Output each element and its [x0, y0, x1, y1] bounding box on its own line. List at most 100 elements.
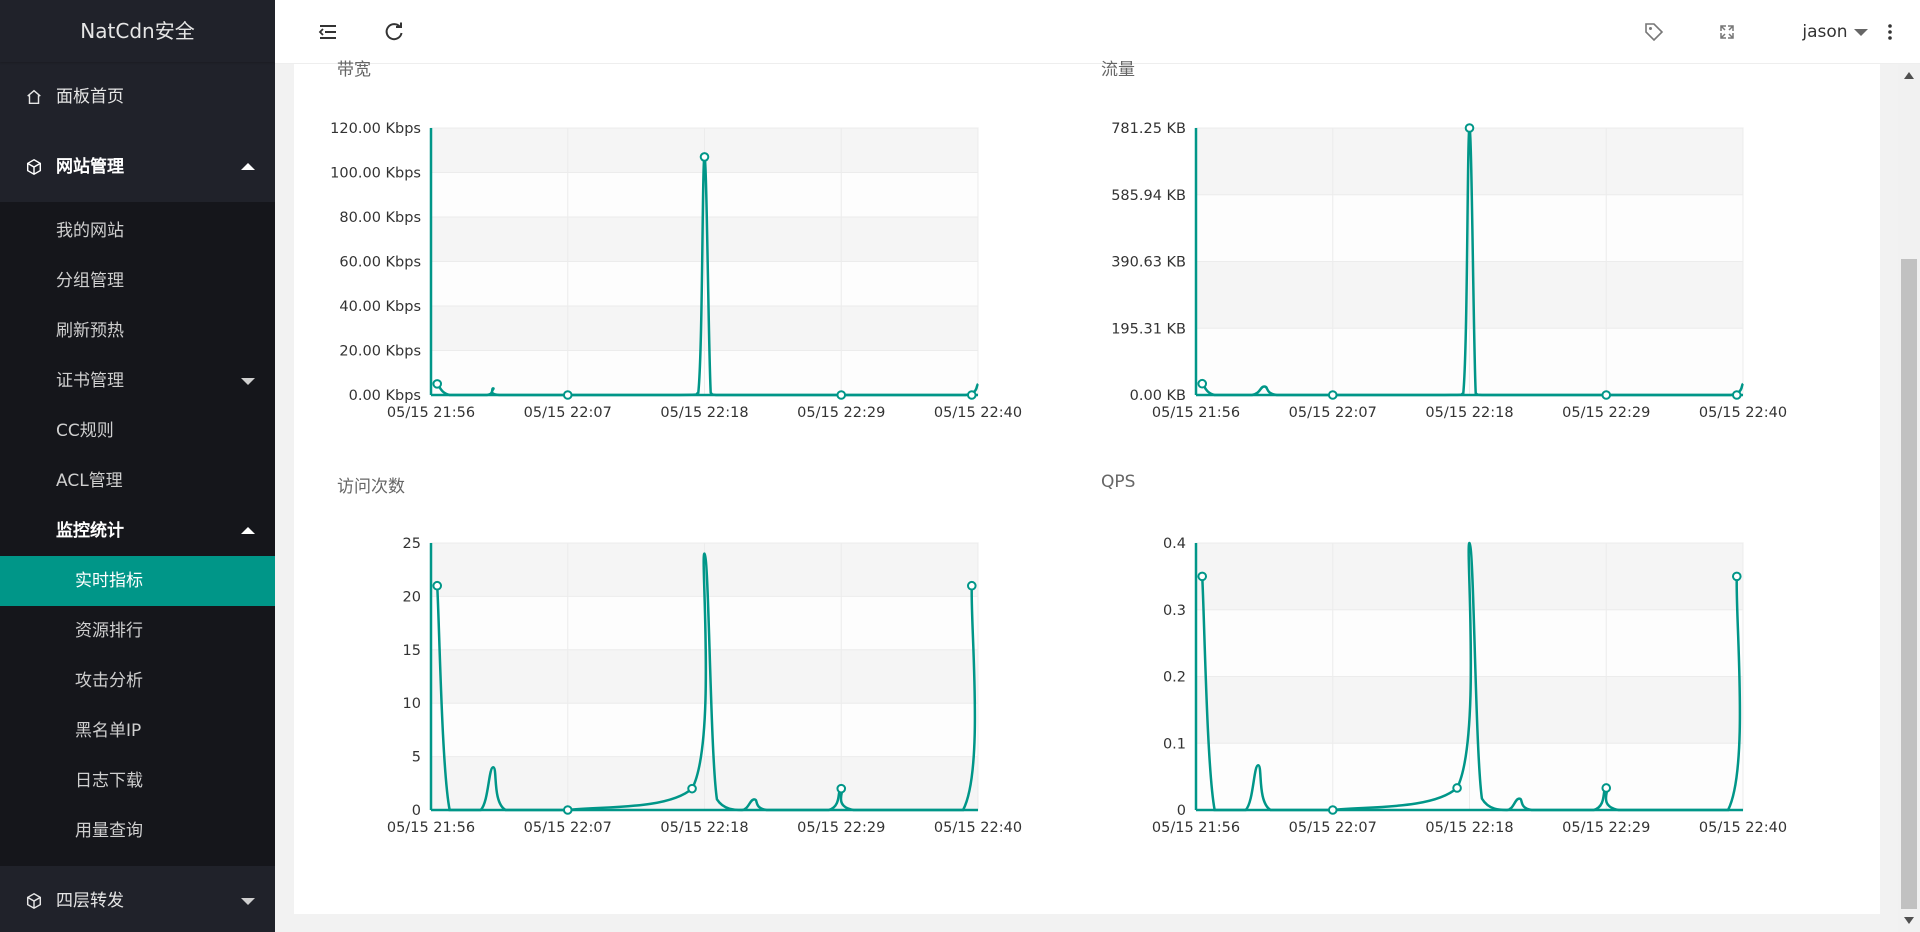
page-scrollbar[interactable]	[1898, 64, 1920, 932]
sidebar-item-acl[interactable]: ACL管理	[56, 471, 123, 491]
visits-data-point	[562, 805, 573, 815]
visits-data-point	[687, 783, 697, 794]
sidebar-item-blacklist[interactable]: 黑名单IP	[75, 721, 142, 741]
sidebar-item-groups[interactable]: 分组管理	[56, 271, 124, 291]
menu-toggle-button[interactable]	[312, 0, 344, 64]
qps-data-point	[1327, 805, 1338, 815]
visits-data-point	[432, 580, 443, 591]
qps-chart-title: QPS	[1101, 472, 1136, 492]
chevron-down-icon	[241, 898, 255, 905]
sidebar-item-refresh[interactable]: 刷新预热	[56, 321, 124, 341]
cube-icon	[24, 866, 44, 932]
visits-x-tick-label: 05/15 22:40	[934, 820, 1022, 836]
bandwidth-y-tick-label: 80.00 Kbps	[339, 210, 421, 226]
bandwidth-data-point	[966, 390, 977, 400]
bandwidth-x-tick-label: 05/15 21:56	[387, 405, 475, 421]
visits-y-tick-label: 15	[403, 643, 421, 659]
visits-y-tick-label: 0	[412, 803, 421, 819]
qps-data-point	[1452, 783, 1462, 793]
visits-x-tick-label: 05/15 22:07	[524, 820, 612, 836]
bandwidth-data-point	[562, 390, 573, 400]
sidebar-item-ranking[interactable]: 资源排行	[75, 621, 143, 641]
more-vertical-icon	[1888, 24, 1892, 40]
scroll-down-icon[interactable]	[1904, 917, 1914, 924]
bandwidth-y-tick-label: 20.00 Kbps	[339, 344, 421, 360]
bandwidth-y-tick-label: 120.00 Kbps	[330, 121, 421, 137]
qps-y-tick-label: 0.1	[1163, 736, 1186, 752]
qps-x-tick-label: 05/15 21:56	[1152, 820, 1240, 836]
sidebar-item-label: 四层转发	[56, 891, 124, 911]
sidebar-item-my-sites[interactable]: 我的网站	[56, 221, 124, 241]
bandwidth-x-tick-label: 05/15 22:07	[524, 405, 612, 421]
app-logo[interactable]: NatCdn安全	[0, 0, 275, 62]
qps-data-point	[1731, 571, 1742, 582]
sidebar-item-label: 证书管理	[56, 371, 124, 391]
tag-icon	[1645, 23, 1664, 42]
qps-x-tick-label: 05/15 22:18	[1425, 820, 1513, 836]
sidebar-item-label: 监控统计	[56, 521, 124, 541]
sidebar-item-label: 面板首页	[56, 87, 124, 107]
qps-y-tick-label: 0.2	[1163, 670, 1186, 686]
qps-y-tick-label: 0	[1177, 803, 1186, 819]
traffic-data-point	[1464, 123, 1475, 133]
menu-fold-icon	[318, 25, 336, 39]
visits-y-tick-label: 5	[412, 750, 421, 766]
qps-data-point	[1197, 571, 1208, 582]
caret-down-icon	[1853, 28, 1868, 36]
visits-data-point	[966, 580, 977, 591]
qps-series-line	[1200, 541, 1742, 812]
chevron-down-icon	[241, 378, 255, 385]
website-submenu: 我的网站 分组管理 刷新预热 证书管理 CC规则 ACL管理 监控统计 实时指标…	[0, 202, 275, 866]
sidebar-item-cc-rules[interactable]: CC规则	[56, 421, 114, 441]
sidebar-item-monitor[interactable]: 监控统计	[0, 506, 275, 556]
qps-x-tick-label: 05/15 22:29	[1562, 820, 1650, 836]
sidebar-item-certs[interactable]: 证书管理	[0, 356, 275, 406]
bandwidth-y-tick-label: 0.00 Kbps	[349, 388, 421, 404]
bandwidth-data-point	[836, 390, 847, 400]
traffic-y-tick-label: 390.63 KB	[1111, 255, 1186, 271]
sidebar-item-logs[interactable]: 日志下载	[75, 771, 143, 791]
bandwidth-y-tick-label: 60.00 Kbps	[339, 255, 421, 271]
refresh-button[interactable]	[378, 0, 410, 64]
traffic-y-tick-label: 781.25 KB	[1111, 121, 1186, 137]
fullscreen-icon	[1720, 25, 1734, 39]
sidebar: NatCdn安全 面板首页 网站管理 我的网站 分组管理 刷新预热 证书管理 C…	[0, 0, 275, 932]
bandwidth-y-tick-label: 40.00 Kbps	[339, 299, 421, 315]
traffic-data-point	[1197, 378, 1208, 389]
more-button[interactable]	[1875, 0, 1905, 64]
traffic-y-tick-label: 0.00 KB	[1130, 388, 1186, 404]
sidebar-item-usage[interactable]: 用量查询	[75, 821, 143, 841]
traffic-chart-title: 流量	[1101, 60, 1135, 80]
username: jason	[1802, 22, 1848, 42]
chevron-up-icon	[241, 527, 255, 534]
sidebar-item-website[interactable]: 网站管理	[0, 132, 275, 202]
visits-x-tick-label: 05/15 22:29	[797, 820, 885, 836]
visits-y-tick-label: 20	[403, 589, 421, 605]
sidebar-item-l4-forward[interactable]: 四层转发	[0, 866, 275, 932]
visits-series-line	[435, 552, 977, 812]
home-icon	[24, 62, 44, 132]
traffic-data-point	[1731, 390, 1742, 400]
scrollbar-thumb[interactable]	[1901, 259, 1917, 909]
qps-y-tick-label: 0.4	[1163, 536, 1186, 552]
traffic-data-point	[1601, 390, 1612, 400]
visits-x-tick-label: 05/15 21:56	[387, 820, 475, 836]
traffic-x-tick-label: 05/15 22:40	[1699, 405, 1787, 421]
visits-y-tick-label: 10	[403, 696, 421, 712]
monitor-submenu: 实时指标 资源排行 攻击分析 黑名单IP 日志下载 用量查询	[0, 556, 275, 856]
sidebar-item-attack[interactable]: 攻击分析	[75, 671, 143, 691]
sidebar-item-realtime[interactable]: 实时指标	[0, 556, 275, 606]
traffic-x-tick-label: 05/15 21:56	[1152, 405, 1240, 421]
chevron-up-icon	[241, 163, 255, 170]
traffic-x-tick-label: 05/15 22:07	[1289, 405, 1377, 421]
bandwidth-y-tick-label: 100.00 Kbps	[330, 166, 421, 182]
user-menu[interactable]: jason	[1780, 0, 1890, 64]
traffic-y-tick-label: 585.94 KB	[1111, 188, 1186, 204]
fullscreen-button[interactable]	[1711, 0, 1743, 64]
tag-button[interactable]	[1638, 0, 1670, 64]
top-header: jason	[275, 0, 1920, 64]
sidebar-item-home[interactable]: 面板首页	[0, 62, 275, 132]
refresh-icon	[385, 22, 403, 41]
scroll-up-icon[interactable]	[1904, 72, 1914, 79]
